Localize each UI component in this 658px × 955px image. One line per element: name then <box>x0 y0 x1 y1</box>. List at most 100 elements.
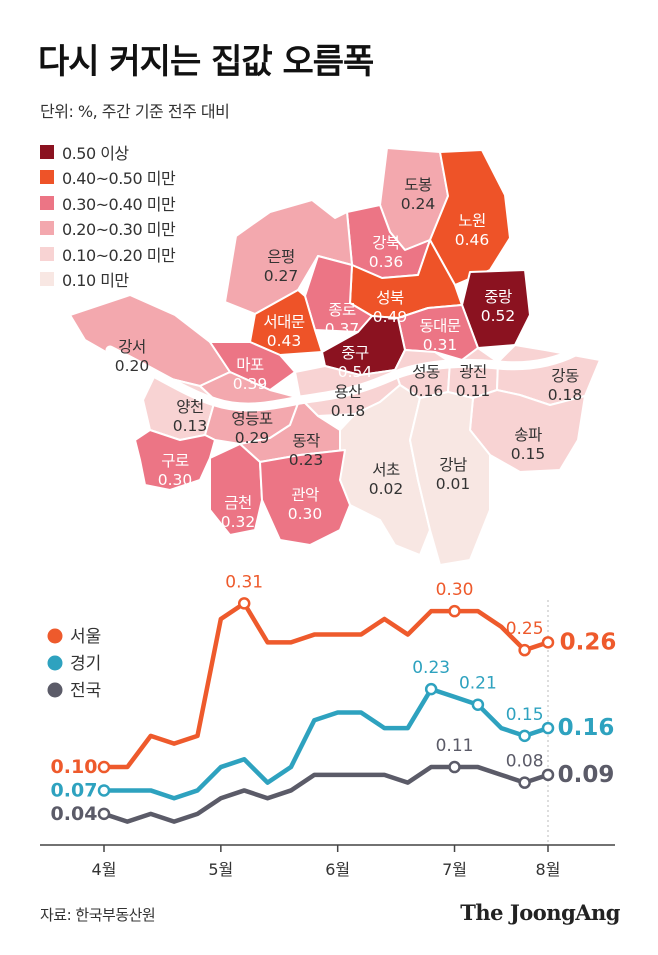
district-value: 0.23 <box>289 451 324 469</box>
legend-label: 0.10 미만 <box>62 271 129 291</box>
x-tick-label: 6월 <box>325 860 350 879</box>
map-legend-item: 0.50 이상 <box>40 139 175 165</box>
map-legend-item: 0.20~0.30 미만 <box>40 216 176 242</box>
legend-series-name: 전국 <box>70 681 101 701</box>
district-name: 서초 <box>372 461 400 479</box>
district-name: 관악 <box>291 486 319 504</box>
district-name: 은평 <box>267 248 295 266</box>
series-서울: 0.100.31 0.300.250.26 <box>51 572 617 778</box>
district-value: 0.43 <box>267 332 302 350</box>
district-노원 <box>429 149 511 286</box>
district-value: 0.15 <box>511 445 546 463</box>
district-name: 성북 <box>376 289 404 307</box>
series-경기: 0.07 0.23 0.21 0.15 0.16 <box>51 658 615 801</box>
data-label: 0.16 <box>558 715 615 741</box>
publisher-logo: The JoongAng <box>460 900 620 925</box>
district-shape <box>209 443 263 536</box>
series-전국: 0.04 0.11 0.08 0.09 <box>51 736 615 825</box>
district-value: 0.02 <box>369 480 404 498</box>
district-name: 구로 <box>161 452 189 470</box>
data-point <box>518 729 531 743</box>
district-관악 <box>259 449 351 546</box>
legend-label: 0.10~0.20 미만 <box>62 245 176 265</box>
source-note: 자료: 한국부동산원 <box>40 906 156 924</box>
series-line <box>101 601 551 770</box>
seoul-district-map: 도봉0.24노원0.46강북0.36은평0.27중랑0.52성북0.49종로0.… <box>69 147 601 566</box>
data-label: 0.11 <box>436 736 474 756</box>
district-name: 양천 <box>176 398 204 416</box>
district-name: 강북 <box>372 234 400 252</box>
x-tick-label: 8월 <box>536 860 561 879</box>
legend-swatch <box>40 144 54 159</box>
legend-series-name: 서울 <box>70 627 101 647</box>
district-value: 0.36 <box>369 253 404 271</box>
district-name: 노원 <box>458 212 486 230</box>
data-label: 0.04 <box>51 803 98 825</box>
legend-swatch <box>40 221 54 236</box>
legend-label: 0.20~0.30 미만 <box>62 220 176 240</box>
data-point <box>541 721 555 735</box>
data-point <box>97 760 111 774</box>
district-name: 영등포 <box>231 410 273 428</box>
district-value: 0.24 <box>401 195 436 213</box>
district-name: 동대문 <box>419 317 461 335</box>
map-legend-item: 0.10~0.20 미만 <box>40 241 176 267</box>
data-point <box>541 768 555 782</box>
district-name: 도봉 <box>404 176 432 194</box>
data-label: 0.09 <box>558 762 615 788</box>
data-label: 0.21 <box>459 674 497 694</box>
data-label: 0.08 <box>506 752 544 772</box>
legend-dot <box>47 628 63 644</box>
district-value: 0.27 <box>264 267 299 285</box>
district-value: 0.16 <box>409 382 444 400</box>
district-name: 성동 <box>412 363 440 381</box>
data-label: 0.15 <box>506 705 544 725</box>
district-강남 <box>409 391 491 566</box>
district-name: 강서 <box>118 338 146 356</box>
district-금천 <box>209 443 263 536</box>
data-label: 0.10 <box>51 756 98 778</box>
district-name: 서대문 <box>263 313 305 331</box>
map-legend-item: 0.10 미만 <box>40 267 175 293</box>
district-value: 0.29 <box>235 429 270 447</box>
series-line <box>101 764 551 824</box>
data-point <box>448 760 461 774</box>
map-legend-item: 0.30~0.40 미만 <box>40 190 176 216</box>
han-river <box>105 345 580 412</box>
data-point <box>97 784 111 797</box>
data-point <box>518 643 531 657</box>
district-value: 0.31 <box>423 336 458 354</box>
district-name: 강남 <box>439 456 467 474</box>
data-point <box>97 807 111 821</box>
legend-label: 0.40~0.50 미만 <box>62 169 176 189</box>
district-value: 0.20 <box>115 357 150 375</box>
district-name: 동작 <box>292 432 320 450</box>
district-name: 금천 <box>224 494 252 512</box>
district-value: 0.18 <box>331 402 366 420</box>
district-name: 용산 <box>334 383 362 401</box>
district-value: 0.30 <box>288 505 323 523</box>
legend-swatch <box>40 195 54 210</box>
district-name: 중구 <box>341 344 369 362</box>
legend-label: 0.50 이상 <box>62 143 129 163</box>
x-tick-label: 7월 <box>442 860 467 879</box>
district-value: 0.18 <box>548 386 583 404</box>
district-shape <box>409 391 491 566</box>
district-value: 0.30 <box>158 471 193 489</box>
data-label: 0.07 <box>51 779 98 801</box>
legend-series-name: 경기 <box>70 654 101 674</box>
district-name: 종로 <box>328 301 356 319</box>
legend-swatch <box>40 272 54 287</box>
data-label: 0.25 <box>506 619 544 639</box>
data-point <box>448 604 461 618</box>
district-value: 0.11 <box>456 382 491 400</box>
district-name: 송파 <box>514 426 542 444</box>
district-value: 0.46 <box>455 231 490 249</box>
district-value: 0.37 <box>325 320 360 338</box>
data-point <box>424 682 438 696</box>
district-value: 0.52 <box>481 307 516 325</box>
district-shape <box>259 449 351 546</box>
district-value: 0.13 <box>173 417 208 435</box>
district-value: 0.01 <box>436 475 471 493</box>
data-label: 0.26 <box>560 629 617 655</box>
